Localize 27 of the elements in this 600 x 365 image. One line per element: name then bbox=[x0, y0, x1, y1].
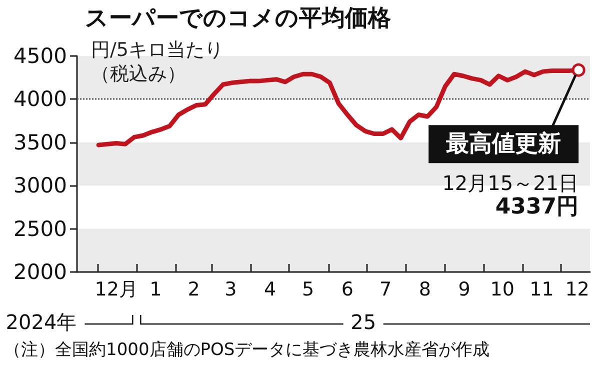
y-tick-label: 4500 bbox=[14, 44, 67, 68]
x-tick-label: 11 bbox=[530, 278, 554, 300]
chart-title: スーパーでのコメの平均価格 bbox=[85, 6, 391, 32]
x-tick-label: 12月 bbox=[94, 278, 138, 300]
y-tick-label: 3000 bbox=[14, 174, 67, 198]
annotation: 4337円 bbox=[495, 194, 579, 220]
annotation: 最高値更新 bbox=[445, 130, 562, 158]
x-tick-label: 8 bbox=[418, 278, 431, 300]
x-tick-label: 10 bbox=[490, 278, 514, 300]
y-tick-label: 2500 bbox=[14, 216, 67, 241]
x-tick-label: 7 bbox=[380, 278, 392, 300]
y-axis-title: 円/5キロ当たり（税込み） bbox=[91, 39, 224, 85]
x-tick-label: 5 bbox=[302, 278, 314, 300]
text: 2024年 bbox=[6, 310, 77, 334]
y-tick-label: 4000 bbox=[14, 87, 67, 112]
annotation: 12月15～21日 bbox=[442, 171, 579, 196]
text: （注）全国約1000店舗のPOSデータに基づき農林水産省が作成 bbox=[4, 340, 490, 360]
x-tick-label: 9 bbox=[458, 278, 470, 300]
x-tick-label: 6 bbox=[341, 278, 354, 300]
x-tick-label: 3 bbox=[224, 278, 237, 300]
x-tick-label: 1 bbox=[150, 278, 162, 300]
y-tick-label: 2000 bbox=[14, 260, 67, 284]
x-tick-label: 12 bbox=[565, 278, 590, 300]
x-tick-label: 4 bbox=[264, 278, 276, 300]
y-tick-label: 3500 bbox=[14, 130, 67, 154]
text: 25 bbox=[350, 310, 376, 334]
x-tick-label: 2 bbox=[188, 278, 200, 300]
